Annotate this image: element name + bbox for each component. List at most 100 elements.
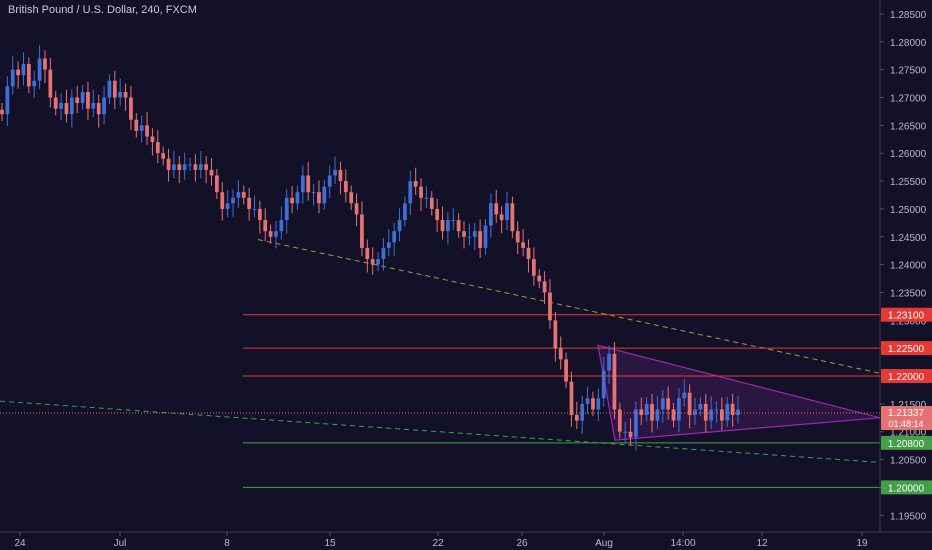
x-tick-label: 8 [224,538,230,549]
candle-body [515,231,520,243]
candle-body [102,97,106,115]
current-price-label: 1.21337 [888,408,925,419]
candle-body [349,192,354,204]
candle-body [564,359,568,382]
candle-body [16,69,20,76]
candle-body [80,91,85,104]
triangle-pattern [597,344,881,441]
y-tick-label: 1.21500 [890,400,927,411]
candle-body [96,103,101,115]
candle-body [43,58,47,70]
candle-body [446,220,450,232]
candle-body [703,403,708,421]
candle-body [209,169,214,176]
candle-body [129,97,133,120]
x-tick-label: 26 [516,538,528,549]
candle-body [617,409,622,432]
candle-body [284,197,289,221]
x-tick-label: Jul [114,538,127,549]
y-tick-label: 1.20500 [890,456,927,467]
candle-body [365,247,370,260]
candle-body [279,220,284,232]
candle-body [456,220,461,232]
candle-body [596,398,601,410]
candle-body [553,320,558,349]
candle-body [709,409,714,421]
candle-body [376,259,380,265]
candle-body [134,119,139,131]
candle-body [585,398,590,404]
candle-body [671,409,676,421]
candle-body [112,80,117,98]
candle-body [37,58,42,81]
candle-body [666,398,671,410]
candle-body [21,64,26,76]
candle-body [155,142,160,154]
price-level-badge [881,369,932,384]
candle-body [660,398,665,410]
candle-body [424,197,429,199]
candle-body [241,192,246,198]
candle-body [655,409,660,421]
x-tick-label: 19 [856,538,868,549]
x-tick-label: 12 [756,538,768,549]
candle-body [435,208,440,221]
candle-body [499,214,504,221]
candle-body [48,69,53,98]
candle-body [472,231,477,237]
candle-body [26,64,31,87]
price-level-label: 1.20800 [888,439,925,450]
x-tick-label: 24 [14,538,26,549]
candle-body [542,281,547,293]
y-tick-label: 1.19500 [890,511,927,522]
candle-body [451,220,456,222]
candle-body [569,381,574,416]
candle-body [59,103,63,109]
candle-body [317,192,321,204]
candle-body [91,103,96,109]
y-tick-label: 1.24500 [890,233,927,244]
candle-body [139,125,144,131]
candle-body [220,192,225,209]
candle-body [488,203,493,226]
price-axis-panel[interactable] [880,0,932,550]
price-level-label: 1.22000 [888,372,925,383]
price-level-badge [881,307,932,322]
candle-body [510,203,515,232]
candle-body [0,109,4,115]
lower-trend-line [0,400,881,463]
y-tick-label: 1.27500 [890,66,927,77]
y-tick-label: 1.25000 [890,205,927,216]
candle-body [467,236,472,238]
upper-trend-line [257,239,881,374]
candle-body [693,409,697,416]
candle-body [231,197,235,204]
candle-body [413,181,418,187]
candle-body [236,192,241,198]
candle-body [118,91,123,98]
candle-body [64,103,69,115]
candle-body [574,415,579,421]
price-level-badge [881,480,932,495]
candles [0,45,740,451]
candle-body [177,164,182,170]
candle-body [306,175,311,193]
candle-body [601,370,606,399]
bar-countdown-label: 01:48:14 [888,419,923,429]
candle-body [591,398,595,410]
candle-body [650,403,654,421]
candle-body [322,186,327,204]
candle-body [628,431,633,438]
price-level-badge [881,341,932,356]
candle-body [531,259,536,276]
y-tick-label: 1.21000 [890,428,927,439]
candle-body [193,164,198,170]
candle-body [607,353,611,371]
candle-body [69,97,74,115]
candle-body [736,409,740,416]
y-tick-label: 1.23000 [890,316,927,327]
candle-body [381,247,386,260]
candle-body [354,203,359,215]
candle-body [526,247,531,260]
